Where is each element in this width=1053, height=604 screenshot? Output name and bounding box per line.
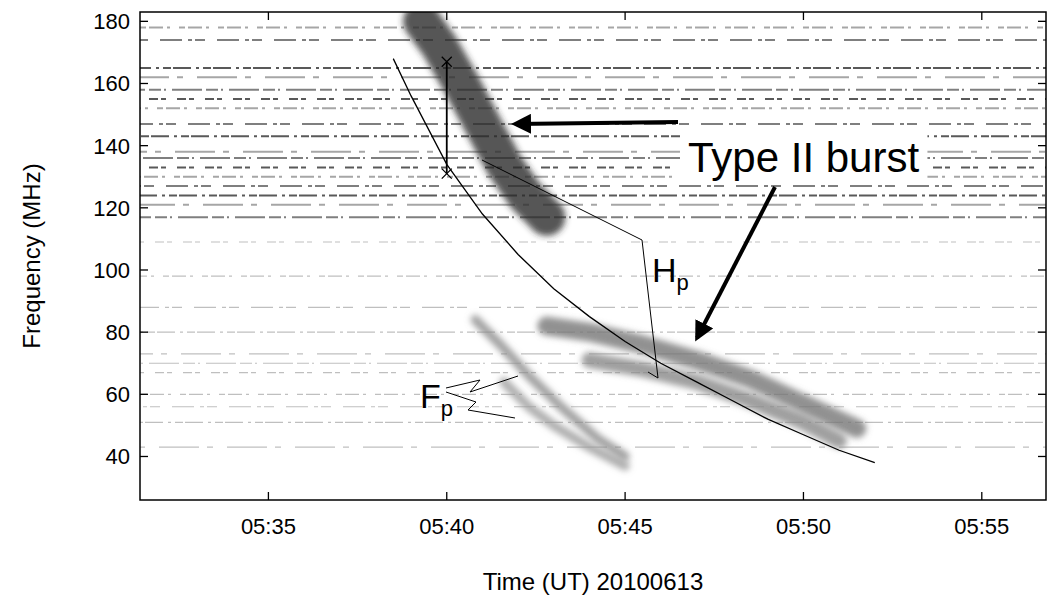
x-tick	[981, 492, 982, 500]
x-axis-title: Time (UT) 20100613	[483, 568, 704, 595]
burst-band	[504, 382, 625, 466]
plot-frame	[140, 12, 1046, 500]
interference-line	[140, 422, 1046, 423]
x-tick-label: 05:35	[241, 514, 296, 539]
y-tick	[1038, 269, 1046, 270]
interference-line	[140, 67, 1046, 69]
y-tick	[1038, 394, 1046, 395]
fp-subscript: p	[441, 396, 453, 421]
x-tick-label: 05:45	[598, 514, 653, 539]
interference-line	[140, 89, 1046, 91]
y-tick	[1038, 21, 1046, 22]
x-tick	[446, 12, 447, 20]
measurement-cross	[442, 57, 452, 67]
plot-area	[140, 21, 1046, 465]
interference-line	[140, 76, 1046, 78]
y-tick	[140, 394, 148, 395]
pointer-line	[446, 376, 518, 392]
y-tick	[1038, 332, 1046, 333]
y-tick-label: 40	[106, 444, 130, 469]
hp-label: Hp	[652, 251, 689, 295]
interference-line	[140, 406, 1046, 407]
y-tick	[1038, 83, 1046, 84]
x-tick	[268, 12, 269, 20]
interference-line	[140, 372, 1046, 373]
x-tick	[268, 492, 269, 500]
interference-line	[140, 216, 1046, 218]
x-tick-label: 05:50	[776, 514, 831, 539]
annotations: Type II burst Hp Fp	[420, 122, 927, 421]
hp-subscript: p	[677, 270, 689, 295]
x-tick	[624, 492, 625, 500]
interference-line	[140, 307, 1046, 308]
x-tick-label: 05:40	[419, 514, 474, 539]
interference-line	[140, 123, 1046, 125]
y-tick	[140, 332, 148, 333]
y-tick-label: 80	[106, 320, 130, 345]
y-tick	[140, 21, 148, 22]
pointer-line	[446, 392, 515, 418]
y-tick-label: 180	[93, 9, 130, 34]
interference-line	[140, 276, 1046, 277]
interference-line	[140, 394, 1046, 395]
y-tick-label: 140	[93, 134, 130, 159]
fp-label: Fp	[420, 377, 453, 421]
label-background	[680, 130, 927, 185]
y-tick-label: 160	[93, 71, 130, 96]
fit-curve	[393, 59, 875, 463]
interference-line	[140, 185, 1046, 187]
burst-band	[422, 21, 547, 217]
measurement-cross	[442, 169, 452, 179]
y-tick-label: 60	[106, 382, 130, 407]
y-axis-title: Frequency (MHz)	[18, 163, 45, 348]
y-tick	[140, 207, 148, 208]
interference-line	[140, 107, 1046, 109]
chart: 40 60 80 100 120 140 160 180 05:35 05:40 05:45 05:5…	[0, 0, 1053, 604]
interference-line	[140, 39, 1046, 41]
pointer-line	[648, 372, 658, 378]
type-ii-label: Type II burst	[688, 134, 919, 181]
y-tick-label: 100	[93, 258, 130, 283]
y-tick	[1038, 145, 1046, 146]
interference-line	[140, 194, 1046, 196]
x-tick	[803, 492, 804, 500]
arrow	[515, 122, 678, 124]
burst-band	[475, 320, 625, 457]
interference-line	[140, 98, 1046, 100]
y-tick	[1038, 207, 1046, 208]
plot-background	[140, 12, 1046, 500]
pointer-line	[482, 160, 642, 240]
y-tick	[140, 456, 148, 457]
y-tick	[1038, 456, 1046, 457]
x-tick	[803, 12, 804, 20]
interference-line	[140, 204, 1046, 206]
y-tick	[140, 145, 148, 146]
x-tick	[981, 12, 982, 20]
arrow	[697, 187, 775, 338]
x-tick	[624, 12, 625, 20]
x-tick-label: 05:55	[954, 514, 1009, 539]
y-tick	[140, 83, 148, 84]
x-tick	[446, 492, 447, 500]
interference-line	[140, 241, 1046, 242]
interference-line	[140, 27, 1046, 29]
y-tick-label: 120	[93, 196, 130, 221]
measurement-bar	[446, 62, 448, 174]
burst-band	[589, 360, 839, 441]
y-tick	[140, 269, 148, 270]
